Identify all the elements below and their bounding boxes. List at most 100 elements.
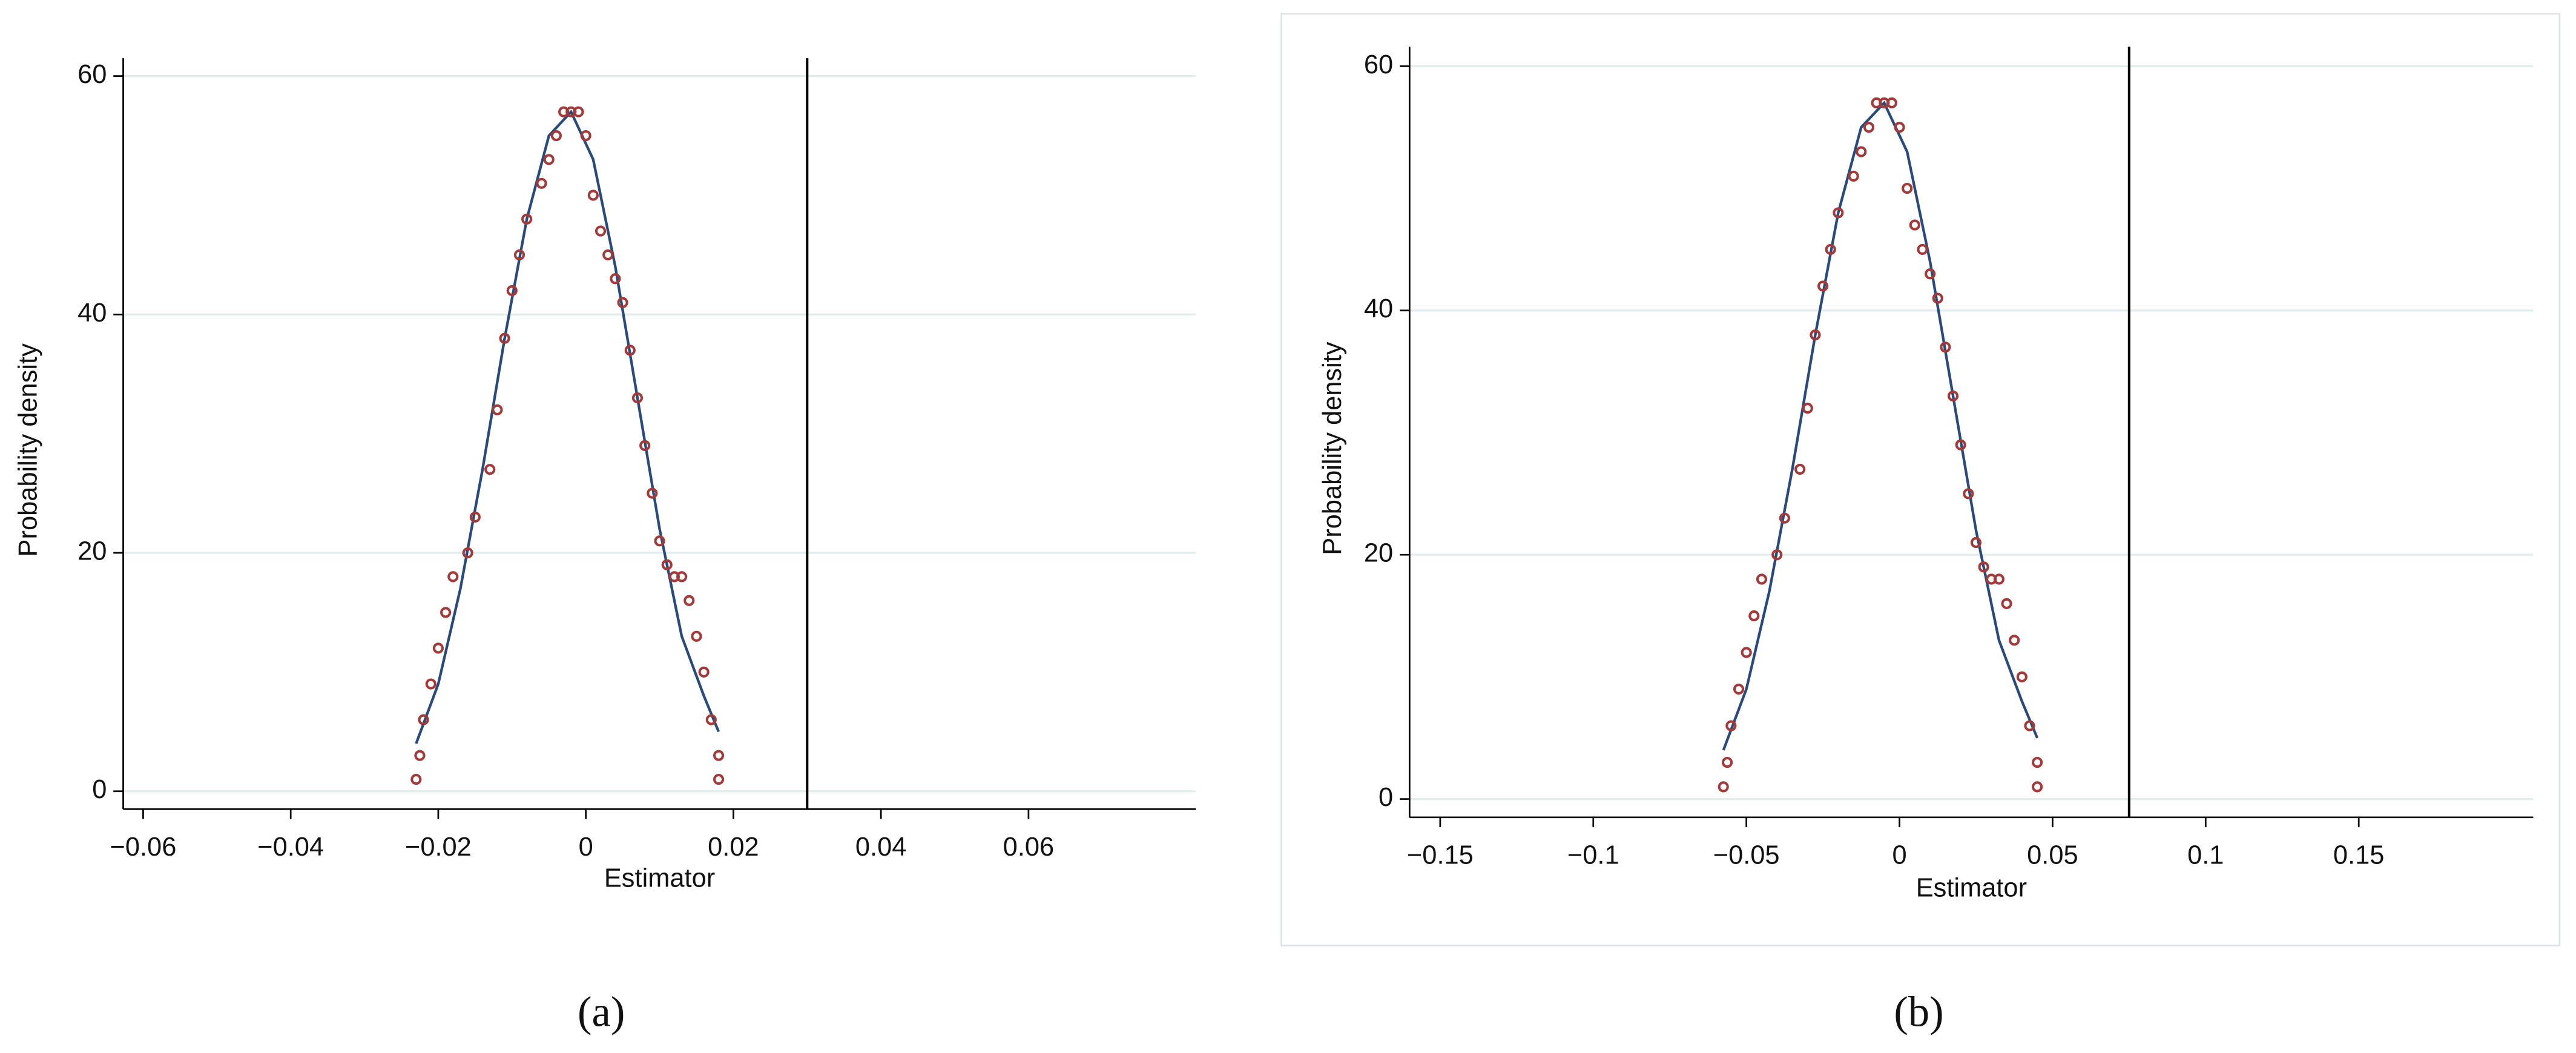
data-point xyxy=(661,559,673,570)
x-tick-label: 0.15 xyxy=(2333,840,2384,870)
data-point xyxy=(440,607,452,618)
data-point xyxy=(543,154,555,165)
data-point xyxy=(1794,463,1806,475)
data-point xyxy=(484,464,496,475)
data-point xyxy=(1902,182,1913,194)
data-point xyxy=(705,714,717,725)
data-point xyxy=(513,249,525,260)
x-tick-label: 0 xyxy=(1892,840,1906,870)
data-point xyxy=(1848,170,1859,182)
x-tick-label: −0.06 xyxy=(110,833,177,862)
y-tick-label: 60 xyxy=(77,60,107,89)
x-tick-label: −0.04 xyxy=(257,833,324,862)
x-axis-label: Estimator xyxy=(1916,874,2027,903)
data-point xyxy=(1925,268,1936,280)
y-tick-label: 40 xyxy=(1364,294,1393,323)
data-point xyxy=(1894,122,1905,133)
data-point xyxy=(684,595,695,606)
x-tick-label: 0.04 xyxy=(855,833,906,862)
data-point xyxy=(1940,342,1951,353)
data-point xyxy=(425,678,436,690)
data-point xyxy=(2032,781,2043,793)
data-point xyxy=(506,285,518,297)
y-axis-label: Probability density xyxy=(13,343,42,557)
data-point xyxy=(521,213,533,225)
data-point xyxy=(447,571,459,583)
data-point xyxy=(1817,280,1829,292)
data-point xyxy=(1756,573,1768,585)
data-point xyxy=(647,487,658,499)
data-point xyxy=(1741,647,1752,658)
data-point xyxy=(1909,219,1920,231)
x-tick-label: −0.15 xyxy=(1407,840,1474,870)
panel-label: (a) xyxy=(578,988,625,1035)
x-tick-label: −0.02 xyxy=(405,833,472,862)
data-point xyxy=(1963,488,1974,500)
data-point xyxy=(499,332,510,344)
data-point xyxy=(1955,439,1966,451)
x-tick-label: 0.1 xyxy=(2187,840,2224,870)
data-point xyxy=(418,714,429,725)
data-point xyxy=(1779,512,1790,524)
data-point xyxy=(1718,781,1729,793)
data-point xyxy=(1970,536,1982,549)
data-point xyxy=(1978,561,1989,573)
data-point xyxy=(587,190,599,201)
data-point xyxy=(617,297,628,308)
panel-label: (b) xyxy=(1894,988,1943,1035)
data-point xyxy=(691,630,702,642)
data-point xyxy=(1748,610,1760,622)
y-tick-label: 0 xyxy=(1379,783,1393,812)
x-tick-label: 0 xyxy=(579,833,593,862)
data-point xyxy=(654,535,665,547)
data-point xyxy=(624,345,636,356)
data-point xyxy=(492,404,503,415)
panel-frame xyxy=(1280,13,2561,946)
y-tick-label: 40 xyxy=(77,299,107,328)
data-point xyxy=(595,225,607,237)
data-point xyxy=(1833,207,1844,219)
x-tick-label: 0.02 xyxy=(708,833,759,862)
y-tick-label: 20 xyxy=(77,536,107,566)
x-axis-label: Estimator xyxy=(604,863,715,893)
data-point xyxy=(573,106,584,117)
x-tick-label: 0.06 xyxy=(1003,833,1054,862)
data-point xyxy=(676,571,688,583)
data-point xyxy=(698,666,710,678)
data-point xyxy=(1932,292,1943,304)
data-point xyxy=(1856,146,1867,157)
data-point xyxy=(1947,390,1959,402)
data-point xyxy=(1810,329,1821,341)
data-point xyxy=(1825,243,1836,256)
y-tick-label: 0 xyxy=(92,775,107,804)
y-tick-label: 60 xyxy=(1364,50,1393,79)
data-point xyxy=(550,130,562,142)
data-point xyxy=(2009,635,2020,646)
data-point xyxy=(1863,122,1875,133)
data-point xyxy=(2032,756,2043,768)
data-point xyxy=(610,273,621,285)
x-tick-label: 0.05 xyxy=(2027,840,2078,870)
data-point xyxy=(2024,720,2035,731)
y-axis-label: Probability density xyxy=(1318,342,1347,555)
x-tick-label: −0.1 xyxy=(1567,840,1619,870)
data-point xyxy=(1917,243,1928,256)
data-point xyxy=(2001,598,2012,609)
fit-line xyxy=(415,109,720,744)
data-point xyxy=(713,750,725,761)
data-point xyxy=(1771,549,1783,561)
data-point xyxy=(536,177,547,189)
data-point xyxy=(1802,403,1813,414)
x-tick-label: −0.05 xyxy=(1713,840,1780,870)
data-point xyxy=(1725,720,1737,731)
data-point xyxy=(414,750,426,761)
data-point xyxy=(1721,756,1733,768)
data-point xyxy=(432,642,444,654)
data-point xyxy=(631,392,644,404)
data-point xyxy=(713,773,725,785)
data-point xyxy=(639,440,651,451)
y-tick-label: 20 xyxy=(1364,539,1393,568)
data-point xyxy=(469,511,481,523)
data-point xyxy=(462,547,473,559)
